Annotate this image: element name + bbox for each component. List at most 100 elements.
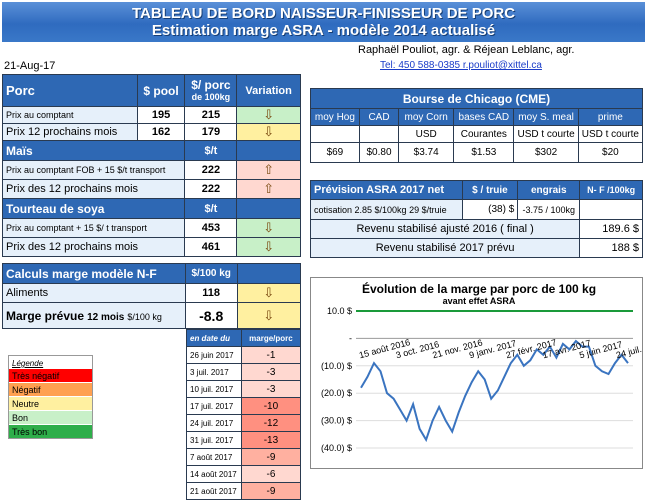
- history-value: -3: [240, 380, 302, 398]
- down-arrow-icon: ⇩: [236, 218, 301, 238]
- cme-col: CAD: [358, 108, 400, 126]
- calcul-title: Calculs marge modèle N-F: [2, 263, 186, 284]
- margin-chart-svg: Évolution de la marge par porc de 100 kg…: [321, 281, 647, 453]
- asra-col-truie: $ / truie: [461, 180, 519, 200]
- mais-title: Maïs: [1, 140, 186, 161]
- cme-col: moy Corn: [398, 108, 455, 126]
- legend-item: Négatif: [9, 382, 92, 396]
- soya-row-value: 461: [184, 237, 238, 257]
- mais-unit: $/t: [184, 140, 238, 161]
- history-row: 3 juil. 2017 -3: [186, 363, 302, 381]
- asra-title: Prévision ASRA 2017 net: [310, 180, 463, 200]
- cotisation-truie: (38) $: [461, 199, 519, 220]
- aliments-value: 118: [184, 283, 238, 303]
- up-arrow-icon: ⇧: [236, 179, 301, 199]
- legend: Légende Très négatif Négatif Neutre Bon …: [8, 355, 93, 439]
- porc-title: Porc: [2, 74, 138, 107]
- chart-title: Évolution de la marge par porc de 100 kg: [362, 281, 596, 296]
- porc-row-pool: 195: [136, 106, 186, 124]
- col-porc: $/ porc de 100kg: [184, 74, 238, 107]
- history-value: -3: [240, 363, 302, 381]
- cme-col: moy S. meal: [513, 108, 579, 126]
- history-row: 31 juil. 2017 -13: [186, 431, 302, 449]
- prevu-value: 188 $: [579, 238, 643, 258]
- porc-row-pool: 162: [136, 123, 186, 141]
- title-line1: TABLEAU DE BORD NAISSEUR-FINISSEUR DE PO…: [131, 5, 516, 22]
- history-date: 21 août 2017: [186, 482, 242, 500]
- history-row: 24 juil. 2017 -12: [186, 414, 302, 432]
- cme-unit: Courantes: [453, 125, 515, 143]
- cme-unit: USD t courte: [513, 125, 579, 143]
- history-table: en date du marge/porc 26 juin 2017 -1 3 j…: [186, 329, 302, 500]
- mais-row-value: 222: [184, 179, 238, 199]
- history-date: 14 août 2017: [186, 465, 242, 483]
- chart-ytick-label: (30.0) $: [321, 416, 352, 426]
- history-value: -12: [240, 414, 302, 432]
- marge-unit: $/100 kg: [127, 311, 162, 322]
- porc-row-label: Prix 12 prochains mois: [2, 123, 138, 141]
- mais-row-label: Prix des 12 prochains mois: [1, 179, 186, 199]
- history-row: 26 juin 2017 -1: [186, 346, 302, 364]
- mais-row-value: 222: [184, 160, 238, 180]
- history-value: -1: [240, 346, 302, 364]
- chart-ytick-label: -: [349, 333, 352, 343]
- col-porc-label: $/ porc: [191, 77, 231, 92]
- legend-item: Très bon: [9, 424, 92, 438]
- cme-value: $69: [310, 142, 360, 163]
- porc-row: Prix au comptant 195 215 ⇩: [2, 106, 301, 124]
- asra-table: Prévision ASRA 2017 net $ / truie engrai…: [309, 180, 643, 258]
- history-col-marge: marge/porc: [240, 329, 302, 347]
- history-row: 17 juil. 2017 -10: [186, 397, 302, 415]
- cotisation-label: cotisation 2.85 $/100kg 29 $/truie: [310, 199, 463, 220]
- history-row: 7 août 2017 -9: [186, 448, 302, 466]
- contact-link[interactable]: Tel: 450 588-0385 r.pouliot@xittel.ca: [380, 60, 542, 71]
- history-value: -13: [240, 431, 302, 449]
- porc-row-porc: 215: [184, 106, 238, 124]
- legend-item: Neutre: [9, 396, 92, 410]
- porc-row-label: Prix au comptant: [2, 106, 138, 124]
- soya-row-value: 453: [184, 218, 238, 238]
- cme-unit: USD t courte: [577, 125, 644, 143]
- history-row: 14 août 2017 -6: [186, 465, 302, 483]
- calcul-unit: $/100 kg: [184, 263, 238, 284]
- report-date: 21-Aug-17: [4, 60, 56, 72]
- cme-value: $1.53: [453, 142, 515, 163]
- history-date: 24 juil. 2017: [186, 414, 242, 432]
- cotisation-engrais: -3.75 / 100kg: [517, 199, 581, 220]
- asra-col-nf: N- F /100kg: [579, 180, 643, 200]
- chart-ytick-label: 10.0 $: [327, 306, 352, 316]
- history-value: -9: [240, 448, 302, 466]
- asra-col-engrais: engrais: [517, 180, 581, 200]
- cme-unit: [310, 125, 360, 143]
- col-variation: Variation: [236, 74, 301, 107]
- chart-ytick-label: (10.0) $: [321, 361, 352, 371]
- mais-row-label: Prix au comptant FOB + 15 $/t transport: [1, 160, 186, 180]
- chart-series-marge: [360, 339, 629, 443]
- history-value: -6: [240, 465, 302, 483]
- price-table: Porc $ pool $/ porc de 100kg Variation P…: [1, 74, 301, 257]
- cme-title: Bourse de Chicago (CME): [310, 88, 643, 109]
- soya-row-label: Prix des 12 prochains mois: [1, 237, 186, 257]
- authors: Raphaël Pouliot, agr. & Réjean Leblanc, …: [358, 44, 575, 56]
- legend-item: Très négatif: [9, 368, 92, 382]
- chart-ytick-label: (20.0) $: [321, 388, 352, 398]
- legend-item: Bon: [9, 410, 92, 424]
- marge-label: Marge prévue: [6, 308, 85, 323]
- up-arrow-icon: ⇧: [236, 160, 301, 180]
- cme-table: Bourse de Chicago (CME) moy Hog CAD moy …: [310, 88, 644, 163]
- cme-col: prime: [577, 108, 644, 126]
- revenu-value: 189.6 $: [579, 219, 643, 239]
- col-porc-sub: de 100kg: [191, 91, 231, 102]
- history-value: -9: [240, 482, 302, 500]
- soya-row-label: Prix au comptant + 15 $/ t transport: [1, 218, 186, 238]
- history-col-date: en date du: [186, 329, 242, 347]
- revenu-label: Revenu stabilisé ajusté 2016 ( final ): [309, 219, 581, 239]
- marge-value: -8.8: [184, 302, 238, 329]
- history-date: 26 juin 2017: [186, 346, 242, 364]
- margin-chart: Évolution de la marge par porc de 100 kg…: [310, 277, 647, 469]
- porc-row: Prix 12 prochains mois 162 179 ⇩: [2, 123, 301, 141]
- title-banner: TABLEAU DE BORD NAISSEUR-FINISSEUR DE PO…: [2, 2, 645, 42]
- history-row: 21 août 2017 -9: [186, 482, 302, 500]
- chart-ytick-label: (40.0) $: [321, 443, 352, 453]
- chart-subtitle: avant effet ASRA: [443, 296, 516, 306]
